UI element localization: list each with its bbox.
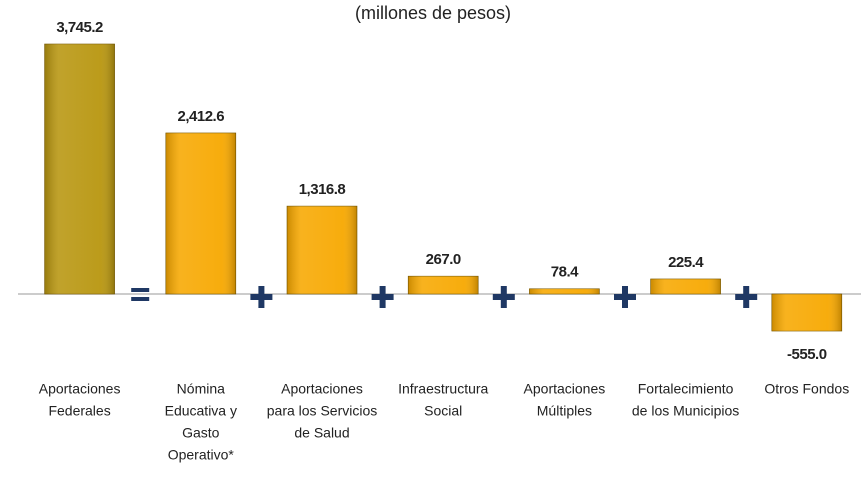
chart-subtitle: (millones de pesos) [355, 3, 511, 23]
value-label: 267.0 [426, 251, 461, 268]
x-tick-label: Federales [48, 403, 110, 419]
equals-sign [131, 288, 150, 292]
plus-sign [258, 286, 265, 308]
plus-sign [379, 286, 386, 308]
plus-sign [743, 286, 750, 308]
x-tick-label: Nómina [177, 381, 225, 397]
value-label: -555.0 [787, 346, 827, 363]
bar-shade [287, 206, 357, 294]
x-tick-label: Aportaciones [39, 381, 121, 397]
value-label: 2,412.6 [178, 108, 225, 125]
bar-shade [408, 276, 479, 294]
value-label: 3,745.2 [56, 19, 103, 36]
x-tick-label: Infraestructura [398, 381, 488, 397]
x-tick-label: Aportaciones [524, 381, 606, 397]
bar-shade [529, 288, 600, 294]
value-label: 78.4 [551, 264, 579, 281]
x-tick-label: Gasto [182, 425, 220, 441]
equals-sign [131, 297, 150, 301]
x-tick-label: Fortalecimiento [638, 381, 734, 397]
x-tick-label: Social [424, 403, 462, 419]
bar-shade [650, 278, 721, 294]
x-tick-label: de los Municipios [632, 403, 739, 419]
x-tick-label: Educativa y [165, 403, 237, 419]
bar-shade [771, 294, 842, 332]
x-tick-label: Operativo* [168, 447, 235, 463]
plus-sign [622, 286, 628, 308]
x-tick-label: Aportaciones [281, 381, 363, 397]
bar-shade [165, 132, 236, 294]
x-tick-label: Otros Fondos [764, 381, 849, 397]
bar-shade [44, 44, 115, 294]
x-tick-label: de Salud [294, 425, 349, 441]
x-tick-label: Múltiples [537, 403, 592, 419]
value-label: 1,316.8 [299, 181, 346, 198]
x-tick-label: para los Servicios [267, 403, 378, 419]
value-label: 225.4 [668, 254, 704, 271]
plus-sign [500, 286, 507, 308]
